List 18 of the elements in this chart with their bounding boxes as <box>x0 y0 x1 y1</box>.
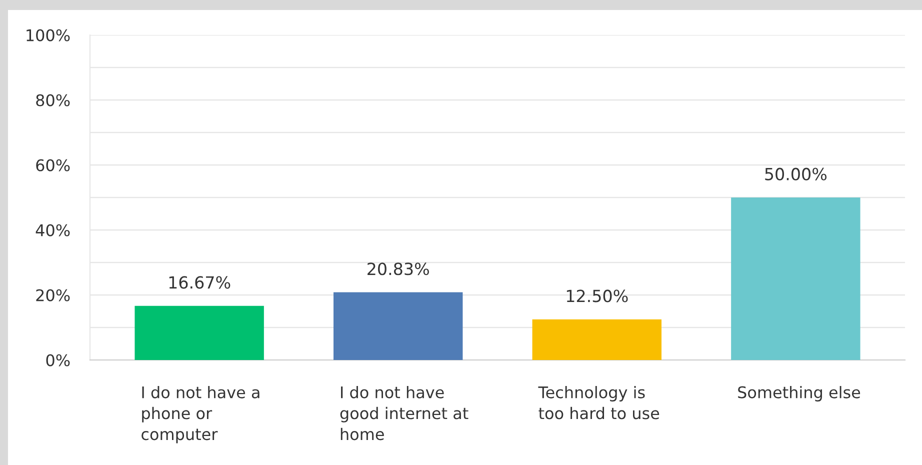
x-tick-label: Something else <box>738 386 860 402</box>
x-tick-label: I do not have good internet at home <box>340 386 468 440</box>
y-tick-label: 20% <box>36 289 70 302</box>
y-tick-label: 0% <box>46 354 70 366</box>
y-tick-label: 40% <box>36 224 70 236</box>
data-label: 12.50% <box>566 290 628 302</box>
bar <box>731 198 860 360</box>
bar <box>334 292 463 360</box>
y-tick-label: 60% <box>36 159 70 172</box>
x-tick-label: I do not have a phone or computer <box>142 386 260 444</box>
x-tick-label: Technology is too hard to use <box>538 386 660 420</box>
y-tick-label: 100% <box>26 29 70 42</box>
data-label: 16.67% <box>169 276 230 289</box>
data-label: 20.83% <box>368 262 429 276</box>
data-label: 50.00% <box>765 168 827 180</box>
y-tick-label: 80% <box>36 94 70 106</box>
bar <box>134 306 264 360</box>
bar <box>532 319 662 360</box>
